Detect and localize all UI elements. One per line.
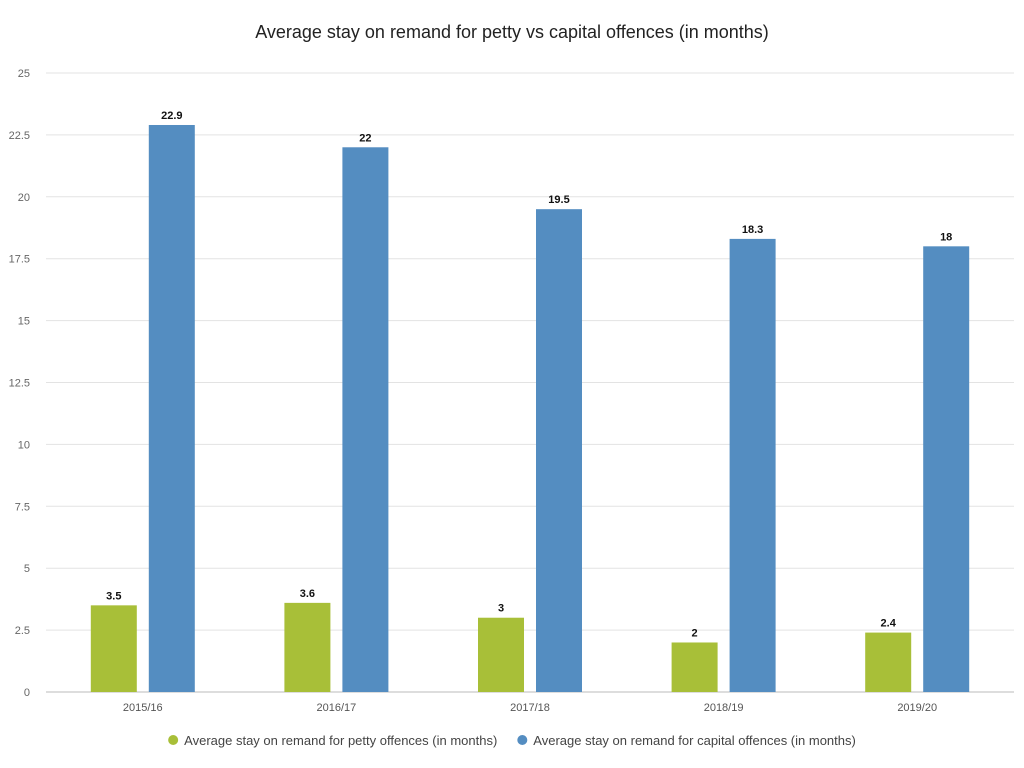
data-label: 2	[692, 627, 698, 639]
data-label: 19.5	[548, 194, 569, 206]
legend-label: Average stay on remand for capital offen…	[533, 733, 856, 748]
x-tick-label: 2019/20	[897, 702, 937, 714]
y-tick-label: 20	[18, 192, 30, 204]
legend-marker	[517, 735, 528, 745]
bar	[148, 124, 195, 693]
bar	[865, 632, 912, 692]
y-tick-label: 5	[24, 563, 30, 575]
x-tick-label: 2017/18	[510, 702, 550, 714]
legend-marker	[168, 735, 179, 745]
bars: 3.5 22.9 3.6 22 3 19.5 2 18.3 2.4 18	[90, 110, 970, 693]
x-tick-label: 2015/16	[123, 702, 163, 714]
bar	[671, 642, 718, 692]
legend-label: Average stay on remand for petty offence…	[184, 733, 497, 748]
data-label: 3.6	[300, 588, 315, 600]
y-tick-label: 2.5	[15, 625, 30, 637]
data-label: 22.9	[161, 110, 182, 122]
data-label: 2.4	[881, 618, 897, 630]
bar	[536, 209, 582, 692]
y-tick-label: 17.5	[9, 254, 30, 266]
data-label: 22	[359, 132, 371, 144]
x-tick-label: 2016/17	[317, 702, 357, 714]
chart-title: Average stay on remand for petty vs capi…	[255, 22, 769, 42]
y-tick-label: 12.5	[9, 378, 30, 390]
y-tick-label: 0	[24, 687, 30, 699]
y-tick-label: 22.5	[9, 130, 30, 142]
gridlines	[46, 72, 1014, 693]
bar	[923, 246, 970, 692]
data-label: 18	[940, 231, 952, 243]
bar	[284, 602, 331, 692]
data-label: 3.5	[106, 590, 121, 602]
legend: Average stay on remand for petty offence…	[168, 733, 856, 748]
y-tick-label: 10	[18, 439, 30, 451]
x-tick-label: 2018/19	[704, 702, 744, 714]
data-label: 18.3	[742, 224, 763, 236]
bar	[478, 617, 524, 692]
bar	[342, 147, 389, 692]
x-axis-ticks: 2015/16 2016/17 2017/18 2018/19 2019/20	[123, 702, 937, 714]
y-axis-ticks: 0 2.5 5 7.5 10 12.5 15 17.5 20 22.5 25	[9, 68, 30, 699]
bar	[729, 238, 776, 692]
y-tick-label: 25	[18, 68, 30, 80]
y-tick-label: 15	[18, 316, 30, 328]
data-label: 3	[498, 603, 504, 615]
bar	[90, 605, 137, 692]
y-tick-label: 7.5	[15, 501, 30, 513]
